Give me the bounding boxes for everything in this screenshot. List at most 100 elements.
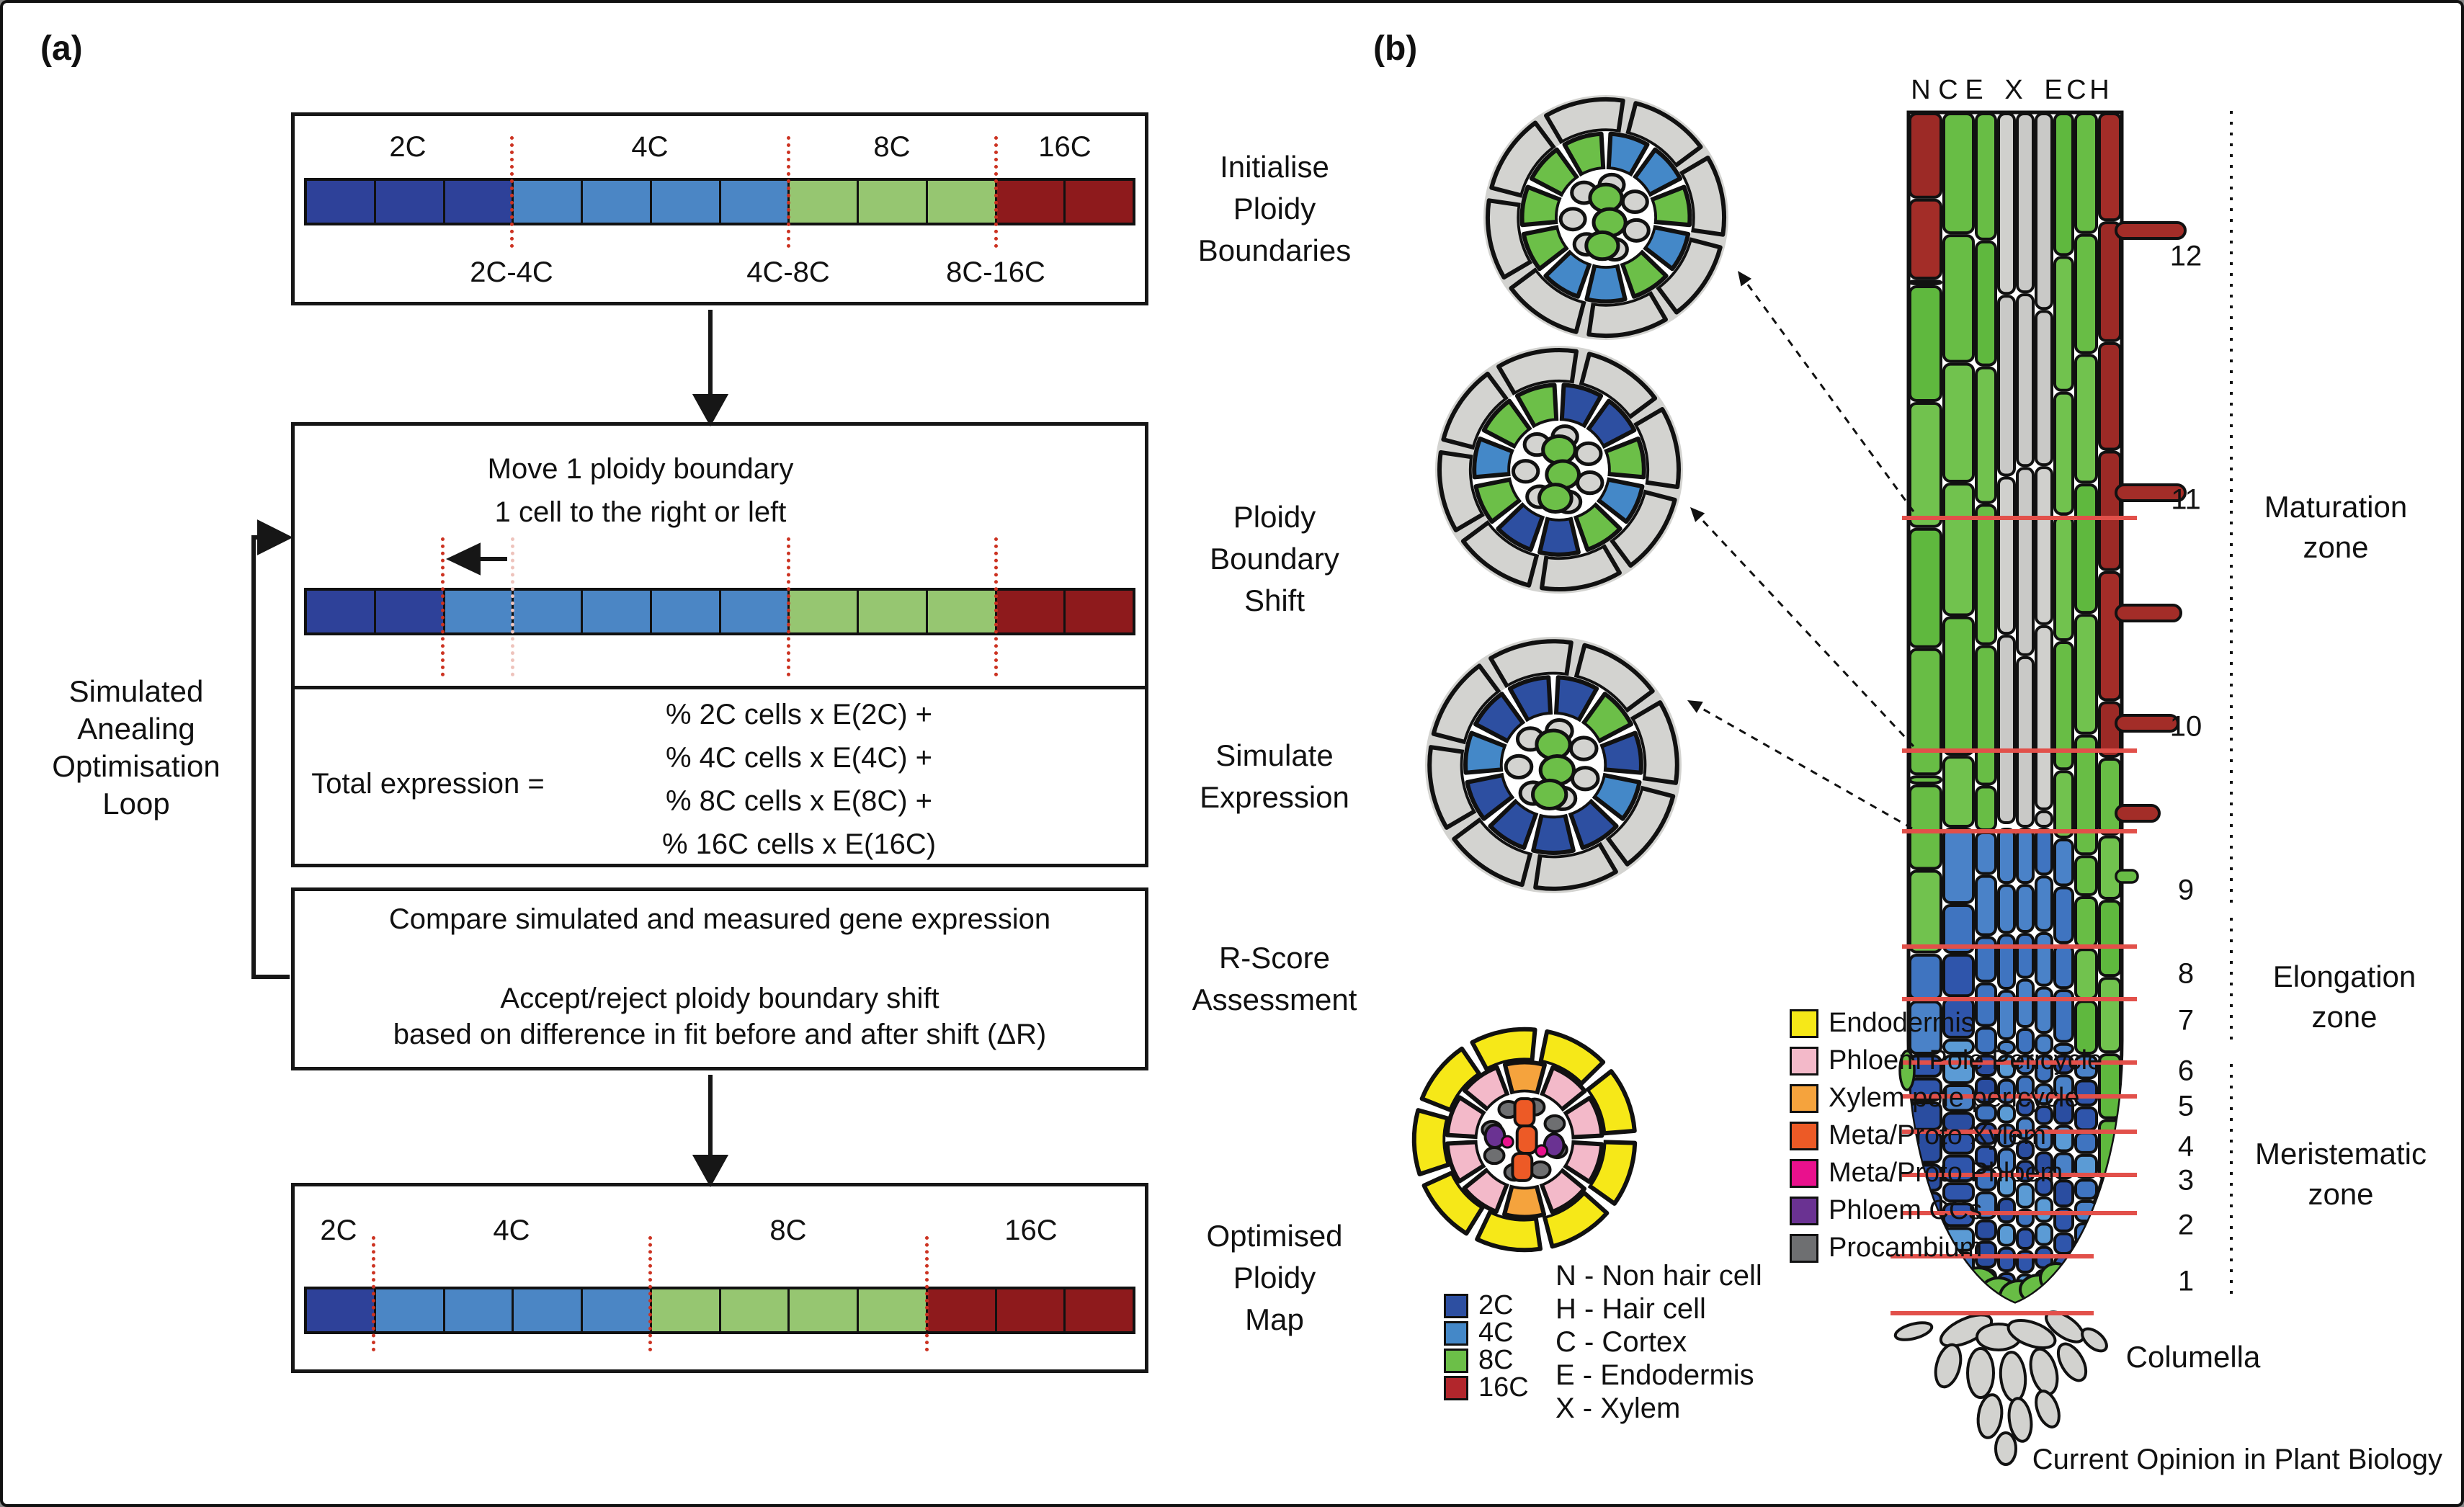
root-cell — [2053, 770, 2074, 839]
root-cell — [1997, 934, 2016, 990]
section-number: 7 — [2177, 1004, 2195, 1037]
shift-text-line1: Move 1 ploidy boundary — [487, 453, 794, 485]
stele-cell — [1537, 483, 1574, 514]
root-cell — [2053, 1232, 2074, 1255]
root-cell — [2016, 1227, 2035, 1251]
bar-cell-4c — [445, 1289, 514, 1331]
root-cell — [1975, 936, 1997, 983]
root-cell — [2053, 944, 2074, 990]
root-cell — [2074, 1079, 2098, 1106]
root-cell — [1997, 1246, 2016, 1272]
root-cell — [1997, 295, 2016, 477]
initial-ploidy-bar — [304, 178, 1135, 225]
cortex-cell — [1603, 437, 1646, 480]
letter-legend-row: H - Hair cell — [1555, 1293, 1706, 1325]
bar-cell-4c — [720, 181, 790, 223]
cortex-cell — [1620, 249, 1669, 299]
root-cell — [2016, 978, 2035, 1028]
section-arrow — [1687, 699, 1913, 830]
root-cell — [2098, 341, 2122, 451]
stele-cell — [1574, 441, 1603, 466]
root-cell — [2035, 310, 2053, 467]
root-cell — [2016, 933, 2035, 979]
segment-label-init-1: 4C — [631, 131, 669, 163]
root-cell — [1909, 280, 1942, 285]
endodermis-cell — [1419, 1046, 1482, 1113]
label-ploidy-boundary-shift: Ploidy Boundary Shift — [1210, 500, 1339, 617]
root-cell — [1942, 1038, 1975, 1055]
ploidy-label: 16C — [1478, 1372, 1529, 1403]
root-cell — [1975, 1104, 1997, 1123]
bar-cell-4c — [583, 591, 652, 632]
root-cell — [2053, 1279, 2074, 1302]
letter-legend-row: E - Endodermis — [1555, 1359, 1754, 1392]
ploidy-boundary-line — [372, 1236, 375, 1351]
pericycle-cell — [1540, 1065, 1587, 1112]
root-cell — [1975, 982, 1997, 1027]
cortex-cell — [1632, 147, 1683, 197]
root-cell — [2098, 221, 2122, 342]
root-cell — [2074, 1269, 2098, 1294]
ploidy-boundary-line-old — [511, 537, 514, 676]
root-cell — [1975, 875, 1997, 936]
stele-cell — [1531, 778, 1568, 811]
cross-section — [1435, 346, 1683, 594]
root-cell — [1997, 1148, 2016, 1174]
columella-cell — [2007, 1397, 2033, 1443]
root-cell — [2035, 810, 2053, 828]
bar-cell-8c — [859, 591, 928, 632]
root-cell — [1909, 112, 1942, 199]
root-cell — [1997, 1039, 2016, 1055]
root-cell — [1997, 1104, 2016, 1124]
tissue-label: Meta/Proto Phloem — [1829, 1158, 2063, 1188]
bar-cell-4c — [651, 181, 721, 223]
root-cell — [1909, 775, 1942, 784]
epidermis-cell — [1441, 371, 1509, 450]
bar-cell-4c — [514, 591, 583, 632]
root-cell — [2016, 1140, 2035, 1161]
cortex-cell — [1488, 798, 1539, 850]
root-cell — [1942, 483, 1975, 617]
root-cell — [2035, 828, 2053, 876]
label-elongation-zone: Elongation zone — [2272, 960, 2416, 1034]
shifted-ploidy-bar — [304, 588, 1135, 635]
root-cell — [2074, 112, 2098, 234]
pericycle-cell — [1462, 1065, 1510, 1112]
stele-cell — [1588, 182, 1624, 213]
root-cell — [2074, 1222, 2098, 1245]
root-cell — [1909, 401, 1942, 528]
section-number: 3 — [2177, 1164, 2195, 1197]
endodermis-cell — [1542, 1190, 1610, 1249]
epidermis-cell — [1579, 352, 1658, 420]
label-columella: Columella — [2125, 1340, 2261, 1374]
box-optimised-ploidy-map — [291, 1183, 1148, 1373]
stele-cell — [1620, 189, 1649, 215]
root-cell — [2053, 1042, 2074, 1055]
cortex-cell — [1472, 437, 1515, 480]
bar-cell-2c — [375, 591, 445, 632]
root-cell — [2035, 466, 2053, 625]
root-cell — [2053, 1179, 2074, 1208]
section-arrowhead — [1690, 507, 1705, 522]
tissue-legend-row: Procambium — [1790, 1233, 1982, 1264]
segment-label-opt-0: 2C — [320, 1215, 357, 1246]
section-number: 11 — [2171, 483, 2201, 516]
root-cell — [2074, 483, 2098, 614]
root-cell — [2053, 839, 2074, 887]
file-letter-0: N — [1911, 75, 1931, 105]
epidermis-cell — [1489, 120, 1556, 198]
epidermis-cell — [1431, 663, 1501, 745]
ploidy-swatch — [1444, 1348, 1468, 1373]
root-cell — [2098, 112, 2122, 222]
root-cell — [2053, 1097, 2074, 1125]
rscore-line1: Compare simulated and measured gene expr… — [388, 903, 1051, 935]
cortex-cell — [1481, 398, 1532, 450]
root-cell — [2016, 828, 2035, 885]
root-cell — [2074, 1000, 2098, 1055]
epidermis-cell — [1544, 97, 1625, 145]
root-cell — [1909, 954, 1942, 1001]
cortex-cell — [1465, 772, 1515, 821]
tissue-label: Phloem Pole Pericycle — [1829, 1045, 2103, 1076]
tissue-swatch — [1790, 1121, 1818, 1150]
